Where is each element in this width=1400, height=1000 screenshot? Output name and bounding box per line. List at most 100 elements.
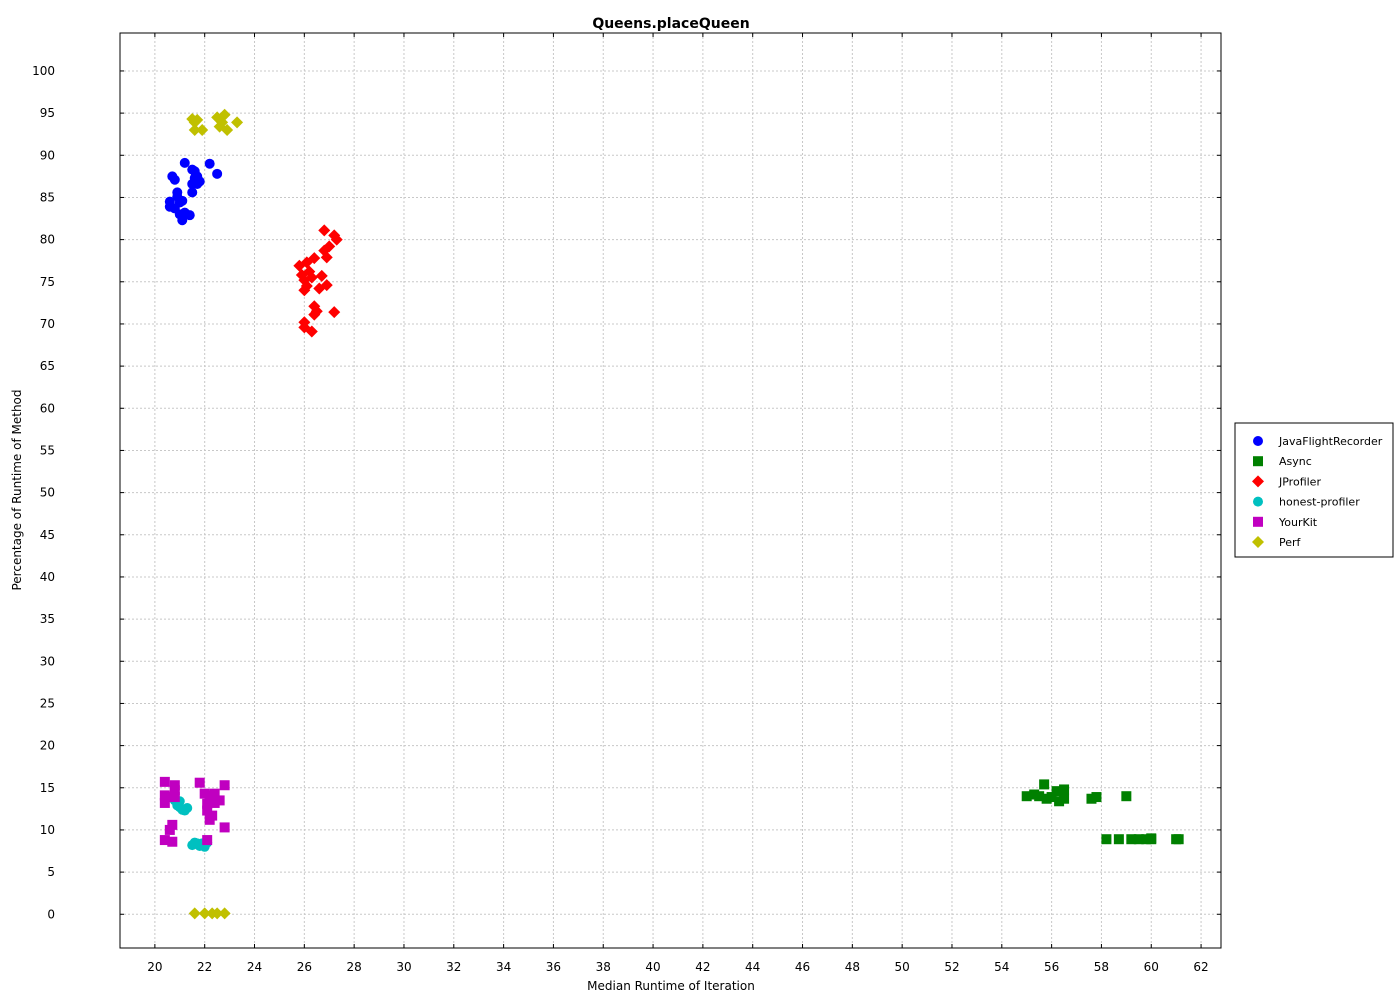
data-point [218, 907, 231, 920]
data-point [1059, 784, 1070, 795]
data-point [184, 210, 195, 221]
legend-box [1234, 422, 1394, 558]
data-point [196, 123, 209, 136]
data-point [188, 907, 201, 920]
x-tick-label: 38 [596, 960, 611, 974]
chart-title: Queens.placeQueen [592, 16, 749, 32]
x-tick-label: 54 [994, 960, 1009, 974]
data-point [169, 785, 180, 796]
data-point [188, 123, 201, 136]
data-point [320, 279, 333, 292]
data-point [1126, 834, 1137, 845]
x-tick-label: 32 [446, 960, 461, 974]
series-async [1021, 779, 1184, 845]
data-point [187, 187, 198, 198]
x-tick-label: 34 [496, 960, 511, 974]
data-point [221, 123, 234, 136]
y-tick-label: 20 [40, 739, 55, 753]
legend-item: JavaFlightRecorder [1253, 435, 1383, 448]
y-tick-label: 90 [40, 148, 55, 162]
x-tick-label: 52 [944, 960, 959, 974]
x-tick-label: 20 [147, 960, 162, 974]
legend-item: Async [1253, 455, 1312, 468]
legend-marker [1253, 456, 1263, 467]
data-point [1121, 791, 1132, 802]
legend-label: Async [1279, 455, 1312, 468]
plot-frame [119, 32, 1222, 949]
series-perf [186, 108, 244, 920]
data-point [305, 325, 318, 338]
y-tick-label: 70 [40, 317, 55, 331]
data-point [207, 810, 218, 821]
data-point [1034, 791, 1045, 802]
x-axis-label: Median Runtime of Iteration [587, 979, 755, 993]
data-point [167, 836, 178, 847]
data-point [231, 116, 244, 129]
y-tick-label: 5 [47, 865, 55, 879]
data-point [169, 780, 180, 791]
legend-label: YourKit [1278, 516, 1318, 529]
data-point [323, 240, 336, 253]
data-point [198, 907, 211, 920]
data-point [300, 279, 313, 292]
data-point [1021, 791, 1032, 802]
data-point [167, 819, 178, 830]
legend-label: JProfiler [1278, 475, 1321, 488]
data-point [177, 195, 188, 206]
legend-marker [1253, 436, 1263, 446]
x-tick-label: 62 [1193, 960, 1208, 974]
legend-marker [1252, 475, 1264, 488]
y-tick-label: 85 [40, 190, 55, 204]
plot-points [159, 108, 1184, 920]
data-point [328, 306, 341, 319]
x-tick-label: 42 [695, 960, 710, 974]
x-axis: 20 22 24 26 28 30 32 34 36 38 40 42 44 46 48 50 52 54 56 58… [147, 33, 1209, 974]
data-point [194, 176, 205, 187]
data-point [169, 174, 180, 185]
x-tick-label: 26 [297, 960, 312, 974]
y-tick-label: 55 [40, 443, 55, 457]
y-tick-label: 95 [40, 106, 55, 120]
data-point [305, 271, 318, 284]
data-point [315, 269, 328, 282]
legend-marker [1252, 536, 1264, 548]
y-axis-label: Percentage of Runtime of Method [10, 389, 24, 590]
data-point [1046, 792, 1057, 803]
x-tick-label: 56 [1044, 960, 1059, 974]
data-point [318, 224, 331, 237]
legend-item: honest-profiler [1253, 496, 1360, 509]
data-point [164, 824, 175, 835]
data-point [310, 305, 323, 318]
x-tick-label: 28 [347, 960, 362, 974]
data-point [1051, 786, 1062, 797]
data-point [159, 835, 170, 846]
x-tick-label: 50 [895, 960, 910, 974]
data-point [202, 798, 213, 809]
data-point [1146, 834, 1157, 845]
y-tick-label: 0 [47, 907, 55, 921]
y-tick-label: 60 [40, 401, 55, 415]
data-point [159, 776, 170, 787]
y-tick-label: 50 [40, 486, 55, 500]
y-tick-label: 45 [40, 528, 55, 542]
y-tick-label: 35 [40, 612, 55, 626]
data-point [330, 233, 343, 246]
legend-label: honest-profiler [1279, 496, 1360, 509]
series-jprofiler [293, 224, 343, 338]
y-tick-label: 75 [40, 275, 55, 289]
y-tick-label: 65 [40, 359, 55, 373]
x-tick-label: 48 [845, 960, 860, 974]
data-point [162, 792, 173, 803]
data-point [219, 780, 230, 791]
x-tick-label: 46 [795, 960, 810, 974]
data-point [159, 797, 170, 808]
y-axis: 0 5 10 15 20 25 30 35 40 45 50 55 60 65 70 75 80 85 90 95 10… [32, 64, 1221, 921]
data-point [179, 157, 190, 168]
y-tick-label: 25 [40, 696, 55, 710]
data-point [212, 168, 223, 179]
data-point [1091, 792, 1102, 803]
data-point [182, 803, 193, 814]
y-tick-label: 100 [32, 64, 55, 78]
legend-marker [1253, 516, 1263, 527]
